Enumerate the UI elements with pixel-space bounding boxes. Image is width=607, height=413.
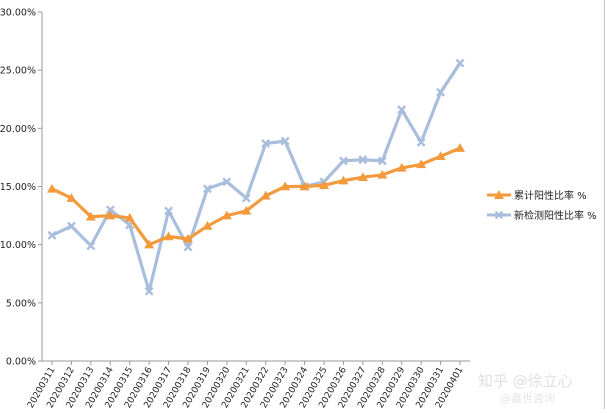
legend: 累计阳性比率 % 新检测阳性比率 % bbox=[487, 189, 597, 222]
data-point bbox=[85, 211, 96, 221]
data-point bbox=[299, 181, 310, 191]
data-point bbox=[164, 206, 174, 216]
data-point bbox=[358, 155, 368, 165]
watermark-subtext: @嘉世咨询 bbox=[500, 392, 555, 405]
data-point bbox=[105, 210, 116, 220]
data-point bbox=[319, 180, 329, 190]
data-point bbox=[47, 183, 57, 193]
frame-border bbox=[604, 0, 605, 409]
data-point bbox=[436, 87, 446, 97]
data-point bbox=[455, 143, 465, 152]
data-point bbox=[377, 156, 387, 166]
watermark-text: 知乎 @徐立心 bbox=[478, 372, 573, 390]
data-point bbox=[416, 137, 426, 147]
data-point bbox=[338, 156, 348, 166]
data-point bbox=[396, 162, 407, 172]
x-axis: 2020031120200312202003132020031420200315… bbox=[26, 360, 470, 410]
data-point bbox=[66, 221, 76, 231]
data-point bbox=[105, 205, 115, 215]
legend-label: 新检测阳性比率 % bbox=[514, 209, 597, 222]
data-point bbox=[455, 58, 465, 68]
y-tick-label: 0.00% bbox=[6, 357, 36, 368]
y-axis: 0.00% 5.00% 10.00% 15.00% 20.00% 25.00% 30.00% bbox=[0, 8, 43, 368]
data-point bbox=[435, 151, 446, 161]
data-point bbox=[261, 139, 271, 148]
data-point bbox=[357, 172, 368, 181]
data-point bbox=[183, 242, 193, 252]
data-point bbox=[86, 241, 96, 251]
data-point bbox=[144, 286, 154, 296]
data-point bbox=[66, 193, 77, 202]
legend-marker bbox=[494, 190, 504, 199]
watermark: 知乎 @徐立心 @嘉世咨询 bbox=[478, 374, 603, 406]
y-tick-label: 5.00% bbox=[6, 298, 36, 309]
series-layer bbox=[47, 58, 465, 296]
data-point bbox=[202, 184, 212, 194]
y-tick-label: 20.00% bbox=[0, 124, 36, 135]
data-point bbox=[397, 105, 407, 115]
data-point bbox=[163, 231, 174, 241]
y-tick-label: 30.00% bbox=[0, 8, 36, 19]
legend-marker bbox=[494, 210, 504, 220]
series-line bbox=[50, 146, 462, 247]
data-point bbox=[260, 190, 271, 200]
series-line bbox=[50, 61, 462, 293]
data-point bbox=[241, 205, 252, 215]
data-point bbox=[280, 136, 290, 146]
data-point bbox=[202, 221, 213, 230]
data-point bbox=[144, 239, 155, 249]
y-tick-label: 25.00% bbox=[0, 66, 36, 77]
data-point bbox=[416, 159, 427, 169]
data-point bbox=[183, 233, 193, 243]
data-point bbox=[280, 181, 291, 191]
data-point bbox=[241, 193, 251, 203]
data-point bbox=[338, 175, 349, 185]
data-point bbox=[221, 210, 232, 220]
data-point bbox=[47, 230, 57, 240]
data-point bbox=[222, 177, 232, 187]
y-tick-label: 10.00% bbox=[0, 240, 36, 251]
data-point bbox=[377, 169, 388, 179]
legend-label: 累计阳性比率 % bbox=[514, 189, 587, 202]
y-tick-label: 15.00% bbox=[0, 182, 36, 193]
data-point bbox=[124, 212, 135, 222]
